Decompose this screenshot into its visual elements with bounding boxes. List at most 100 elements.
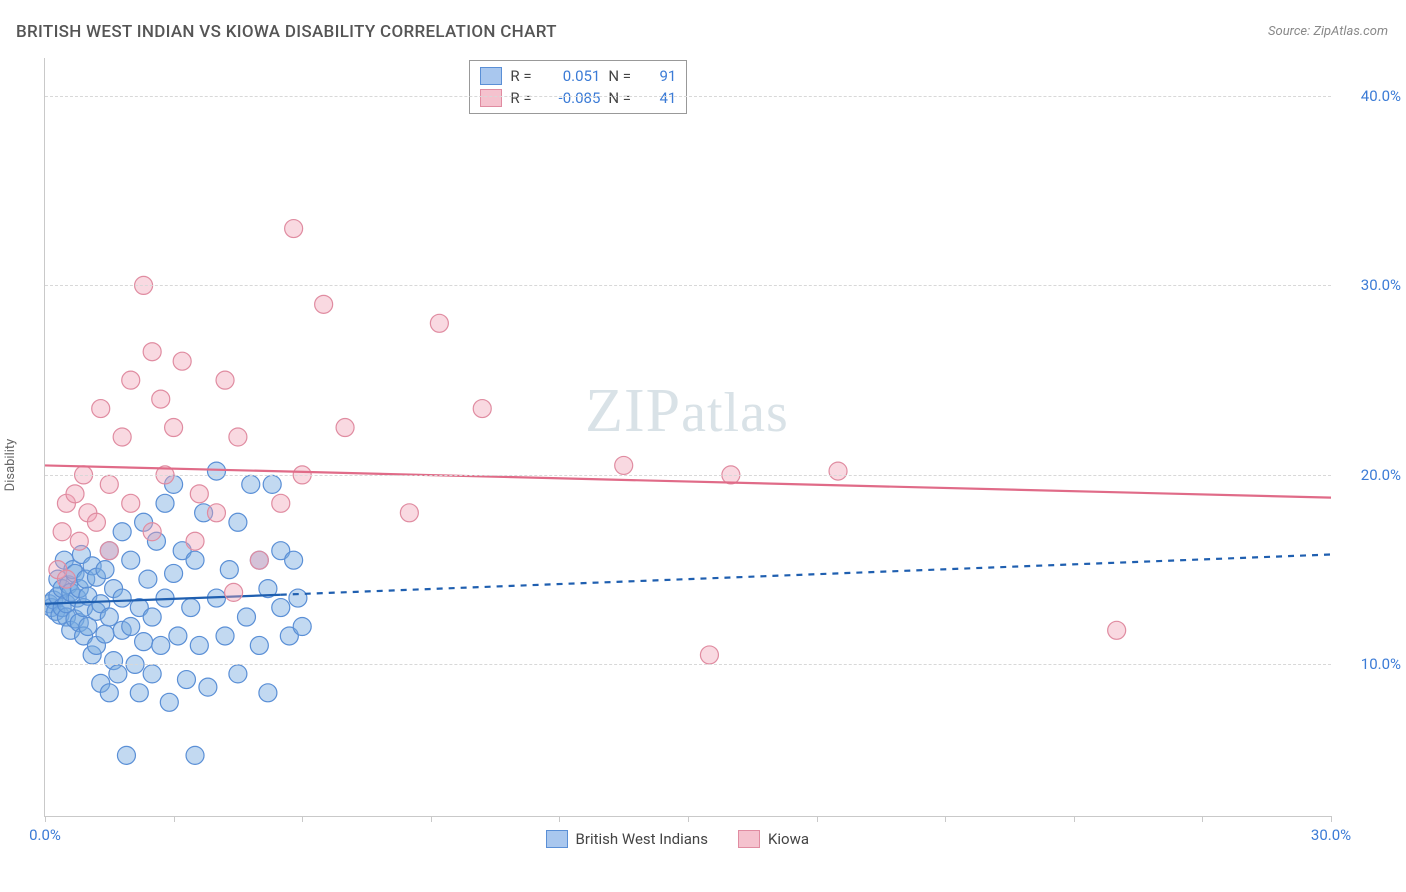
- data-point: [229, 513, 247, 531]
- data-point: [1108, 621, 1126, 639]
- scatter-svg: [45, 58, 1331, 816]
- legend-swatch: [480, 89, 502, 107]
- data-point: [173, 352, 191, 370]
- data-point: [143, 608, 161, 626]
- r-value: -0.085: [548, 87, 600, 109]
- legend-row: R =-0.085N =41: [480, 87, 676, 109]
- data-point: [100, 475, 118, 493]
- x-tick: [302, 816, 303, 822]
- chart-title: BRITISH WEST INDIAN VS KIOWA DISABILITY …: [16, 22, 557, 42]
- data-point: [113, 428, 131, 446]
- legend-label: British West Indians: [576, 830, 708, 848]
- data-point: [177, 671, 195, 689]
- data-point: [122, 371, 140, 389]
- data-point: [199, 678, 217, 696]
- legend-item: British West Indians: [546, 830, 708, 848]
- data-point: [66, 485, 84, 503]
- data-point: [87, 513, 105, 531]
- data-point: [190, 636, 208, 654]
- data-point: [152, 390, 170, 408]
- gridline: [45, 664, 1331, 665]
- data-point: [122, 618, 140, 636]
- r-value: 0.051: [548, 65, 600, 87]
- data-point: [225, 583, 243, 601]
- data-point: [96, 625, 114, 643]
- data-point: [400, 504, 418, 522]
- data-point: [160, 693, 178, 711]
- legend-swatch: [738, 830, 760, 848]
- data-point: [700, 646, 718, 664]
- data-point: [169, 627, 187, 645]
- data-point: [237, 608, 255, 626]
- x-axis-label: 30.0%: [1311, 826, 1351, 844]
- data-point: [100, 684, 118, 702]
- data-point: [113, 523, 131, 541]
- data-point: [122, 551, 140, 569]
- legend-correlation: R =0.051N =91R =-0.085N =41: [469, 60, 687, 114]
- x-tick: [559, 816, 560, 822]
- data-point: [293, 618, 311, 636]
- plot-area: ZIPatlas R =0.051N =91R =-0.085N =41 10.…: [44, 58, 1331, 817]
- data-point: [220, 561, 238, 579]
- data-point: [152, 636, 170, 654]
- n-label: N =: [608, 87, 638, 109]
- data-point: [186, 551, 204, 569]
- data-point: [207, 462, 225, 480]
- data-point: [92, 400, 110, 418]
- data-point: [285, 220, 303, 238]
- data-point: [130, 684, 148, 702]
- y-axis-label: 30.0%: [1341, 276, 1401, 294]
- legend-row: R =0.051N =91: [480, 65, 676, 87]
- data-point: [272, 494, 290, 512]
- data-point: [135, 633, 153, 651]
- legend-series: British West Indians Kiowa: [546, 830, 809, 848]
- data-point: [139, 570, 157, 588]
- data-point: [229, 665, 247, 683]
- data-point: [156, 494, 174, 512]
- data-point: [100, 542, 118, 560]
- x-tick: [431, 816, 432, 822]
- r-label: R =: [510, 87, 540, 109]
- data-point: [143, 665, 161, 683]
- data-point: [70, 532, 88, 550]
- data-point: [57, 570, 75, 588]
- data-point: [336, 419, 354, 437]
- data-point: [259, 684, 277, 702]
- x-tick: [174, 816, 175, 822]
- legend-swatch: [546, 830, 568, 848]
- data-point: [165, 419, 183, 437]
- data-point: [216, 371, 234, 389]
- source-attribution: Source: ZipAtlas.com: [1268, 24, 1388, 39]
- y-axis-label: 20.0%: [1341, 466, 1401, 484]
- data-point: [285, 551, 303, 569]
- x-tick: [817, 816, 818, 822]
- y-axis-label: 40.0%: [1341, 87, 1401, 105]
- gridline: [45, 475, 1331, 476]
- data-point: [53, 523, 71, 541]
- data-point: [186, 532, 204, 550]
- trend-line-dashed: [281, 554, 1331, 594]
- x-tick: [1202, 816, 1203, 822]
- data-point: [263, 475, 281, 493]
- n-label: N =: [608, 65, 638, 87]
- data-point: [289, 589, 307, 607]
- source-label: Source:: [1268, 24, 1310, 39]
- data-point: [122, 494, 140, 512]
- data-point: [473, 400, 491, 418]
- data-point: [250, 551, 268, 569]
- x-axis-label: 0.0%: [29, 826, 61, 844]
- data-point: [143, 523, 161, 541]
- data-point: [109, 665, 127, 683]
- data-point: [216, 627, 234, 645]
- data-point: [229, 428, 247, 446]
- data-point: [615, 456, 633, 474]
- y-axis-title: Disability: [3, 439, 18, 492]
- data-point: [182, 599, 200, 617]
- x-tick: [45, 816, 46, 822]
- legend-item: Kiowa: [738, 830, 809, 848]
- x-tick: [945, 816, 946, 822]
- data-point: [250, 636, 268, 654]
- data-point: [143, 343, 161, 361]
- data-point: [242, 475, 260, 493]
- data-point: [272, 599, 290, 617]
